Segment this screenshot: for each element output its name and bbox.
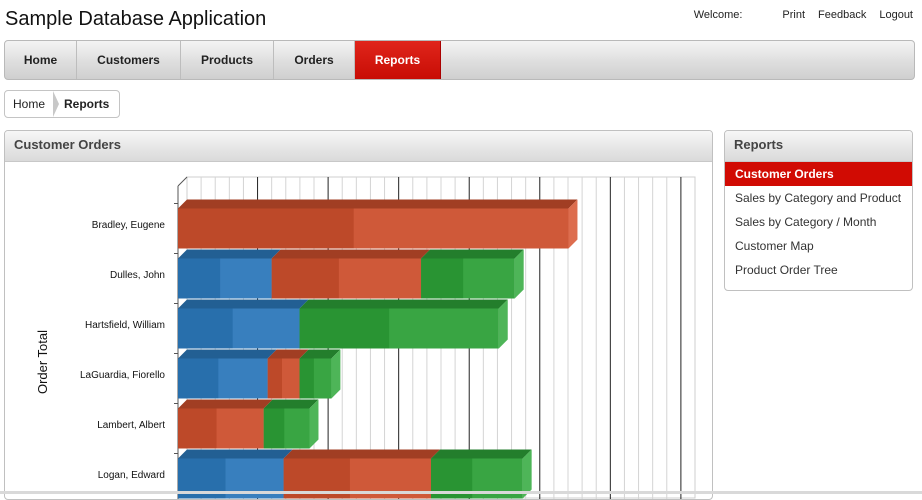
bar-top-face bbox=[431, 449, 532, 459]
bar-top-face bbox=[267, 349, 309, 359]
sidebar-item-sales-by-category-and-product[interactable]: Sales by Category and Product bbox=[735, 191, 902, 205]
bar-highlight bbox=[281, 358, 300, 399]
page-bottom-divider bbox=[0, 491, 922, 494]
axis-depth-line bbox=[177, 176, 188, 187]
bar-top-face bbox=[421, 249, 524, 259]
sidebar-item-customer-orders[interactable]: Customer Orders bbox=[725, 162, 912, 186]
bar-highlight bbox=[353, 208, 569, 249]
breadcrumb: Home Reports bbox=[4, 90, 120, 118]
bar-top-face bbox=[299, 349, 341, 359]
panel-title: Customer Orders bbox=[5, 131, 712, 162]
bar-highlight bbox=[220, 258, 272, 299]
customer-orders-panel: Customer Orders Order Total Bradley, Euge… bbox=[4, 130, 713, 500]
tab-home[interactable]: Home bbox=[5, 41, 77, 79]
print-link[interactable]: Print bbox=[782, 9, 806, 21]
bar-top-face bbox=[178, 449, 293, 459]
bar-highlight bbox=[389, 308, 499, 349]
bar-top-face bbox=[178, 299, 309, 309]
category-label: LaGuardia, Fiorello bbox=[80, 370, 165, 381]
bar-top-face bbox=[283, 449, 441, 459]
bar-side-face bbox=[514, 249, 524, 299]
bar-highlight bbox=[338, 258, 422, 299]
sidebar-title: Reports bbox=[725, 131, 912, 162]
bar-side-face bbox=[522, 449, 532, 499]
bar-highlight bbox=[232, 308, 300, 349]
bar-top-face bbox=[178, 399, 273, 409]
bar-top-face bbox=[178, 249, 281, 259]
main-nav: Home Customers Products Orders Reports bbox=[4, 40, 915, 80]
bar-side-face bbox=[309, 399, 319, 449]
bar-highlight bbox=[313, 358, 332, 399]
welcome-text: Welcome: bbox=[693, 9, 743, 21]
bar-highlight bbox=[218, 358, 268, 399]
reports-sidebar: Reports Customer Orders Sales by Categor… bbox=[724, 130, 913, 291]
customer-orders-chart: Order Total Bradley, Eugene Dulles, John Ha… bbox=[35, 176, 696, 499]
tab-orders[interactable]: Orders bbox=[274, 41, 355, 79]
category-label: Lambert, Albert bbox=[97, 420, 165, 431]
app-title: Sample Database Application bbox=[5, 8, 267, 30]
bar-side-face bbox=[568, 199, 578, 249]
bar-side-face bbox=[331, 349, 341, 399]
category-label: Hartsfield, William bbox=[85, 320, 165, 331]
tab-products[interactable]: Products bbox=[181, 41, 274, 79]
y-axis-label: Order Total bbox=[35, 330, 50, 394]
sidebar-item-sales-by-category-month[interactable]: Sales by Category / Month bbox=[735, 215, 877, 229]
sidebar-item-product-order-tree[interactable]: Product Order Tree bbox=[735, 263, 838, 277]
breadcrumb-current: Reports bbox=[64, 97, 110, 111]
bar-highlight bbox=[284, 408, 310, 449]
tab-customers[interactable]: Customers bbox=[77, 41, 181, 79]
category-label: Bradley, Eugene bbox=[92, 220, 166, 231]
bar-top-face bbox=[178, 199, 578, 209]
breadcrumb-separator bbox=[53, 91, 60, 117]
bar-side-face bbox=[498, 299, 508, 349]
bar-highlight bbox=[216, 408, 264, 449]
bar-top-face bbox=[178, 349, 277, 359]
top-links: Welcome: Print Feedback Logout bbox=[681, 9, 913, 21]
bar-highlight bbox=[463, 258, 515, 299]
category-label: Dulles, John bbox=[110, 270, 165, 281]
category-label: Logan, Edward bbox=[98, 470, 165, 481]
bar-top-face bbox=[263, 399, 319, 409]
bar-top-face bbox=[299, 299, 508, 309]
bar-top-face bbox=[271, 249, 431, 259]
logout-link[interactable]: Logout bbox=[879, 9, 913, 21]
sidebar-item-customer-map[interactable]: Customer Map bbox=[735, 239, 814, 253]
tab-reports[interactable]: Reports bbox=[355, 41, 441, 79]
breadcrumb-home[interactable]: Home bbox=[13, 97, 46, 111]
feedback-link[interactable]: Feedback bbox=[818, 9, 867, 21]
